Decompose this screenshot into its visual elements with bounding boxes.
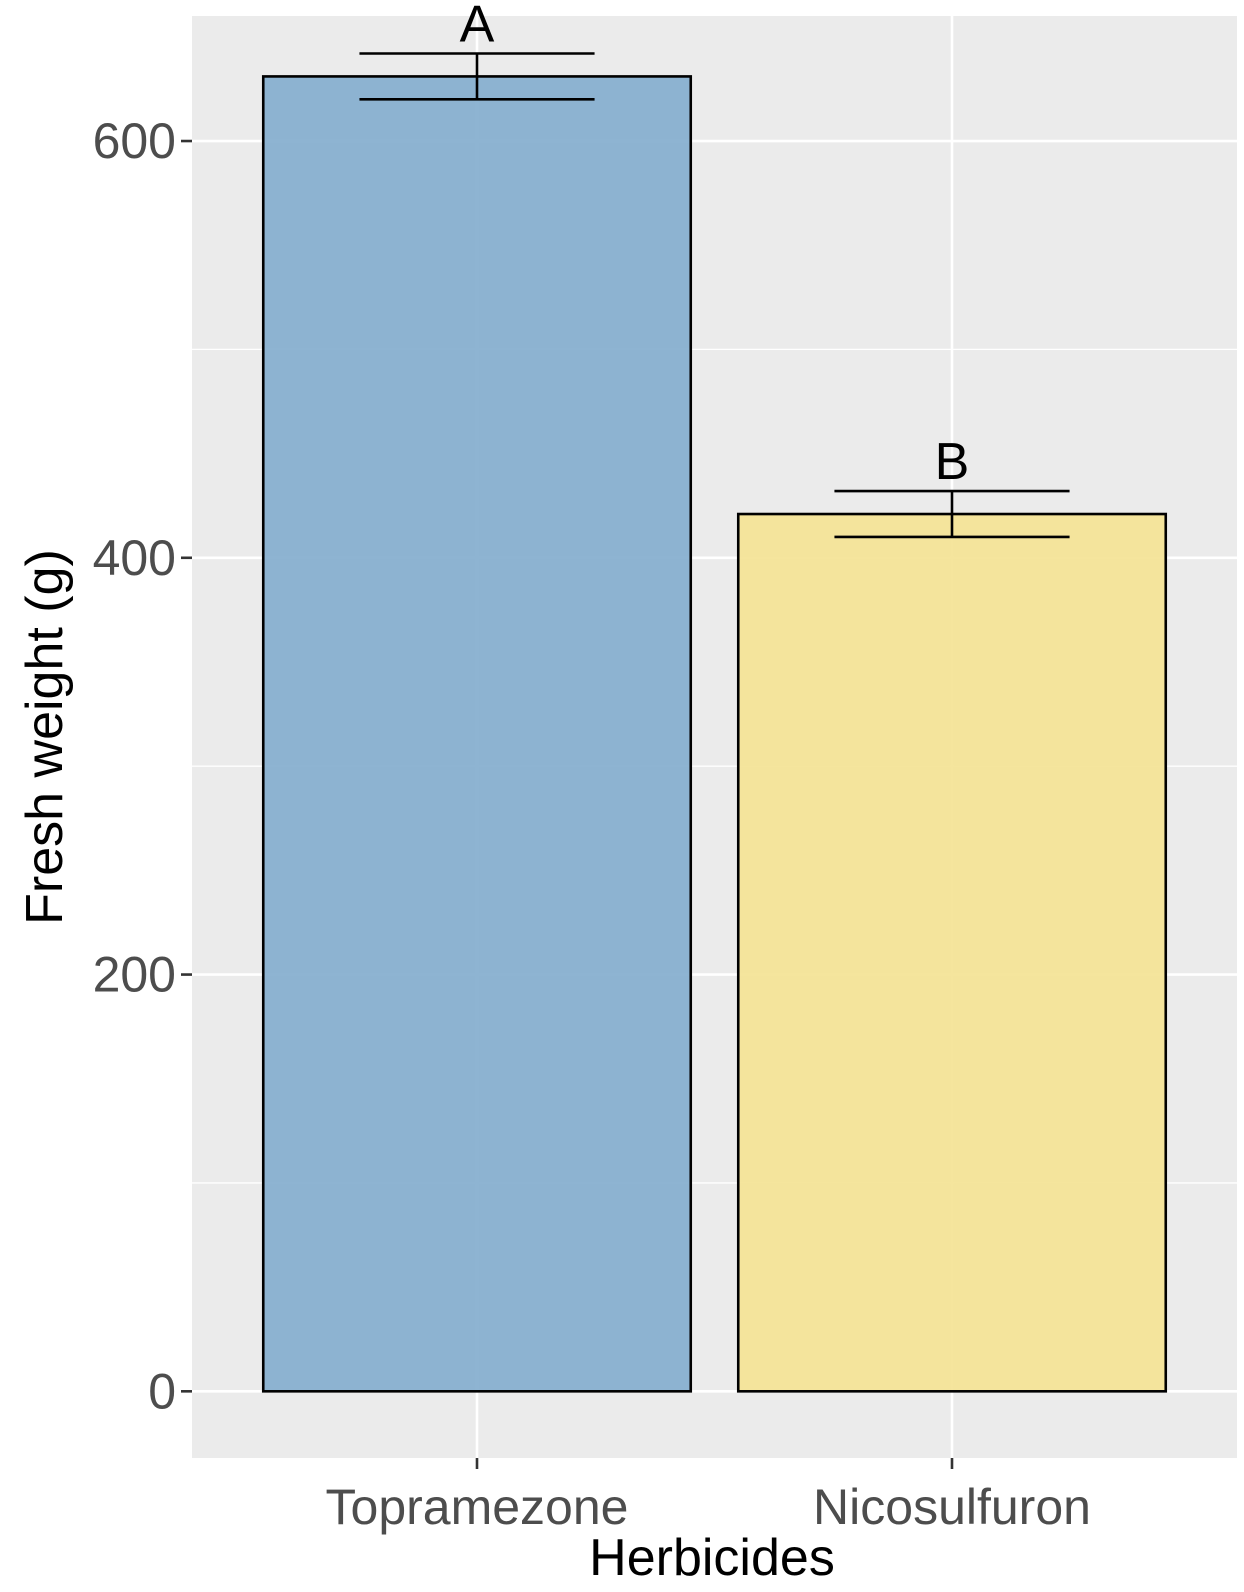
y-tick-label: 0 bbox=[148, 1363, 176, 1419]
error-bars bbox=[359, 52, 1070, 539]
x-tick-label: Nicosulfuron bbox=[813, 1479, 1091, 1535]
y-tick-label: 400 bbox=[93, 530, 176, 586]
y-axis: 0 200 400 600 bbox=[93, 113, 192, 1419]
significance-labels: AB bbox=[460, 0, 970, 491]
significance-label: A bbox=[460, 0, 495, 54]
y-tick-label: 600 bbox=[93, 113, 176, 169]
x-tick-label: Topramezone bbox=[326, 1479, 629, 1535]
x-axis-title: Herbicides bbox=[589, 1529, 835, 1587]
x-axis: Topramezone Nicosulfuron bbox=[326, 1458, 1091, 1535]
bars bbox=[261, 75, 1168, 1393]
bar-nicosulfuron bbox=[736, 512, 1168, 1393]
significance-label: B bbox=[935, 433, 970, 491]
y-axis-title: Fresh weight (g) bbox=[16, 549, 74, 925]
bar-topramezone bbox=[261, 75, 693, 1393]
y-tick-label: 200 bbox=[93, 947, 176, 1003]
